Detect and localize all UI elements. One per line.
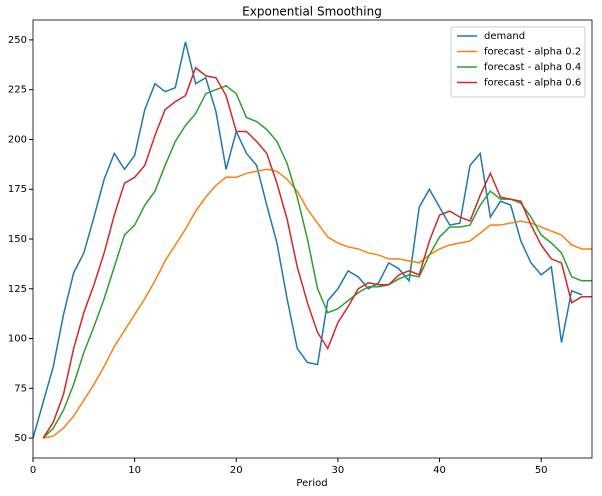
- line-series: [42, 66, 592, 439]
- x-tick-label: 0: [30, 465, 36, 476]
- legend-label: forecast - alpha 0.4: [484, 62, 581, 73]
- line-series: [32, 41, 583, 439]
- x-tick-label: 20: [230, 465, 243, 476]
- legend-label: forecast - alpha 0.2: [484, 47, 581, 58]
- line-series: [42, 84, 592, 439]
- legend: demand forecast - alpha 0.2 forecast - alp…: [450, 26, 586, 98]
- x-tick-label: 50: [535, 465, 548, 476]
- y-tick-label: 100: [8, 334, 27, 345]
- y-tick-label: 225: [8, 85, 27, 96]
- plot-frame: [32, 19, 593, 459]
- y-tick-label: 250: [8, 35, 27, 46]
- y-tick-label: 75: [14, 383, 27, 394]
- y-tick-label: 200: [8, 134, 27, 145]
- legend-label: demand: [484, 31, 525, 42]
- x-axis-label: Period: [296, 478, 327, 489]
- legend-box: [450, 26, 586, 98]
- y-tick-label: 50: [14, 433, 27, 444]
- line-series: [43, 168, 592, 439]
- chart-title: Exponential Smoothing: [242, 5, 382, 19]
- x-tick-label: 10: [128, 465, 141, 476]
- x-tick-label: 40: [433, 465, 446, 476]
- legend-label: forecast - alpha 0.6: [484, 78, 581, 89]
- y-tick-label: 150: [8, 234, 27, 245]
- y-tick-label: 175: [8, 184, 27, 195]
- y-tick-label: 125: [8, 284, 27, 295]
- x-tick-label: 30: [332, 465, 345, 476]
